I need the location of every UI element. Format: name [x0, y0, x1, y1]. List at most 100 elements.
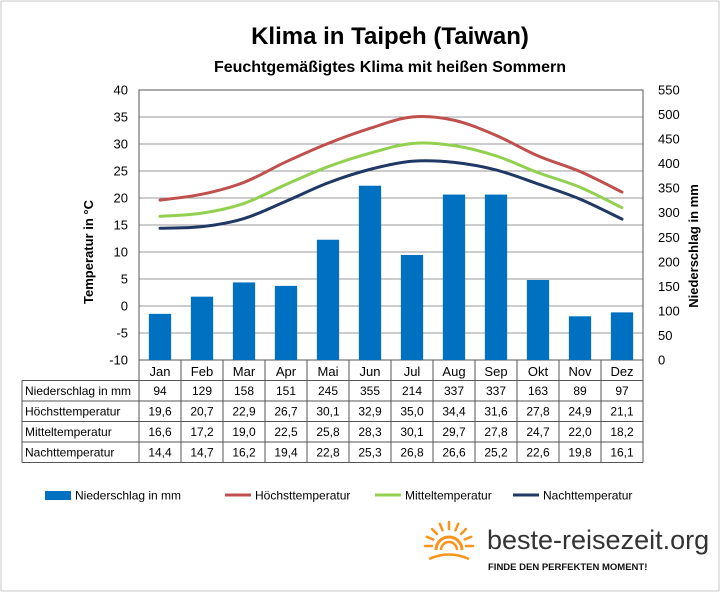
bar-Nov [568, 316, 592, 360]
sun-ray [463, 535, 473, 541]
table-cell: 16,1 [610, 446, 634, 460]
x-tick-label: Mar [233, 364, 256, 379]
right-tick-label: 200 [658, 254, 680, 269]
left-tick-label: 0 [121, 299, 128, 314]
left-tick-label: 30 [114, 137, 128, 152]
bar-Okt [526, 279, 550, 360]
table-cell: 16,6 [148, 425, 172, 439]
right-tick-label: 300 [658, 205, 680, 220]
bar-Aug [442, 194, 466, 360]
x-tick-label: Dez [610, 364, 633, 379]
table-cell: 151 [276, 384, 296, 398]
sun-logo-icon [423, 520, 475, 561]
sun-ray [425, 535, 435, 541]
sun-ray [459, 527, 468, 536]
legend: Niederschlag in mm Höchsttemperatur Mittel… [45, 489, 632, 503]
left-tick-label: 5 [121, 272, 128, 287]
legend-label: Niederschlag in mm [75, 489, 181, 503]
table-cell: 27,8 [484, 425, 508, 439]
table-cell: 19,8 [568, 446, 592, 460]
sun-ray [430, 527, 439, 536]
x-tick-label: Jun [360, 364, 381, 379]
table-cell: 129 [192, 384, 212, 398]
x-tick-label: Feb [191, 364, 213, 379]
table-cell: 21,1 [610, 405, 634, 419]
right-tick-label: 150 [658, 279, 680, 294]
right-tick-label: 500 [658, 107, 680, 122]
x-tick-label: Mai [318, 364, 339, 379]
line-series-2 [158, 141, 624, 218]
table-cell: 22,8 [316, 446, 340, 460]
branding: beste-reisezeit.org FINDE DEN PERFEKTEN … [423, 520, 709, 573]
table-cell: 34,4 [442, 405, 466, 419]
table-cell: 24,7 [526, 425, 550, 439]
table-cell: 158 [234, 384, 254, 398]
table-cell: 25,3 [358, 446, 382, 460]
right-tick-label: 50 [658, 328, 672, 343]
data-table: Jan Feb Mar Apr Mai Jun Jul Aug Sep Okt Nov Dez Nied… [21, 360, 644, 463]
table-cell: 97 [615, 384, 629, 398]
table-cell: 32,9 [358, 405, 382, 419]
left-tick-label: 35 [114, 110, 128, 125]
x-tick-label: Okt [528, 364, 549, 379]
table-cell: 22,6 [526, 446, 550, 460]
table-cell: 19,0 [232, 425, 256, 439]
x-tick-label: Sep [484, 364, 507, 379]
bar-Mai [316, 239, 340, 360]
sun-ray [438, 522, 444, 532]
table-cell: 19,6 [148, 405, 172, 419]
left-tick-label: 40 [114, 83, 128, 98]
table-cell: 355 [360, 384, 380, 398]
legend-label: Mitteltemperatur [405, 489, 492, 503]
table-cell: 30,1 [400, 425, 424, 439]
table-cell: 29,7 [442, 425, 466, 439]
left-tick-label: -10 [109, 353, 128, 368]
sun-ray [454, 522, 460, 532]
table-cell: 26,6 [442, 446, 466, 460]
table-cell: 22,9 [232, 405, 256, 419]
legend-label: Höchsttemperatur [255, 489, 350, 503]
bar-Apr [274, 285, 298, 360]
table-cell: 26,7 [274, 405, 298, 419]
table-cell: 89 [573, 384, 587, 398]
bar-Dez [610, 312, 634, 360]
table-cell: 17,2 [190, 425, 214, 439]
sun-inner-arc [439, 540, 459, 551]
right-tick-label: 350 [658, 181, 680, 196]
right-tick-label: 0 [658, 353, 665, 368]
table-cell: 14,4 [148, 446, 172, 460]
left-tick-label: -5 [116, 326, 128, 341]
left-tick-label: 15 [114, 218, 128, 233]
bar-Feb [190, 296, 214, 360]
table-cell: 337 [486, 384, 506, 398]
table-cell: 337 [444, 384, 464, 398]
table-cell: 18,2 [610, 425, 634, 439]
table-cell: 22,0 [568, 425, 592, 439]
line-series-1 [158, 115, 624, 202]
bar-Mar [232, 282, 256, 360]
bar-Jun [358, 185, 382, 360]
bar-series [148, 185, 634, 360]
table-cell: 22,5 [274, 425, 298, 439]
x-tick-label: Jan [150, 364, 171, 379]
left-axis-ticks: 40 35 30 25 20 15 10 5 0 -5 -10 [109, 83, 128, 368]
table-cell: 30,1 [316, 405, 340, 419]
table-row-header: Höchsttemperatur [25, 405, 120, 419]
left-tick-label: 10 [114, 245, 128, 260]
table-cell: 31,6 [484, 405, 508, 419]
table-cell: 25,2 [484, 446, 508, 460]
table-cell: 19,4 [274, 446, 298, 460]
brand-name: beste-reisezeit.org [487, 525, 709, 555]
table-cell: 163 [528, 384, 548, 398]
table-cell: 26,8 [400, 446, 424, 460]
right-tick-label: 450 [658, 132, 680, 147]
sun-horizon [428, 553, 470, 561]
table-row-header: Niederschlag in mm [25, 384, 131, 398]
table-cell: 214 [402, 384, 422, 398]
legend-swatch [45, 491, 71, 500]
line-series [158, 115, 624, 230]
table-cell: 20,7 [190, 405, 214, 419]
